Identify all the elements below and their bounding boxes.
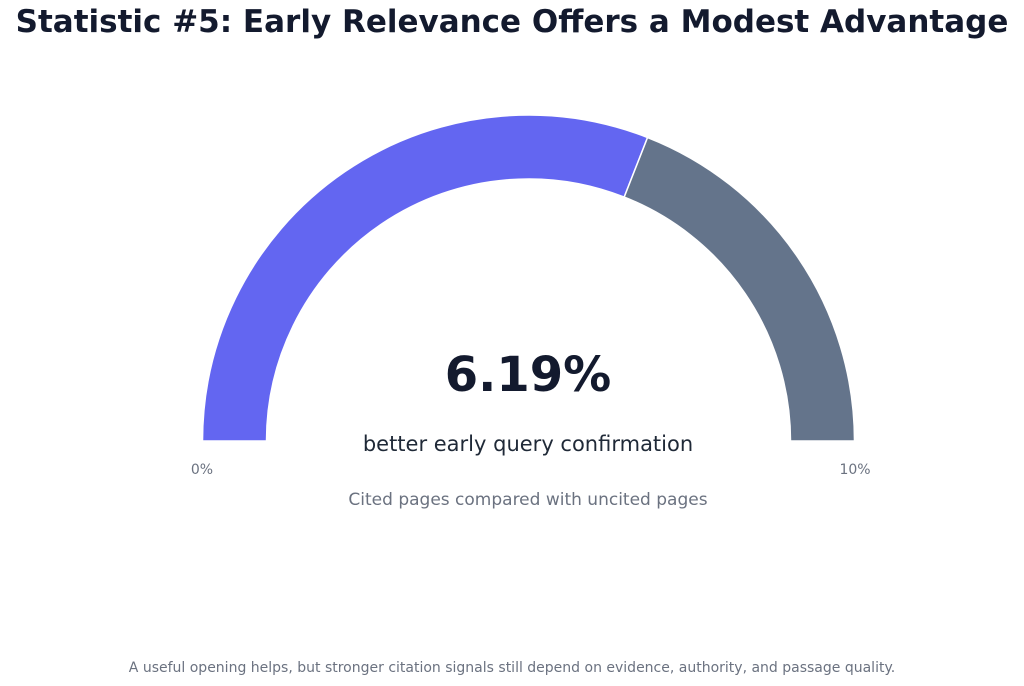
gauge-remainder-arc [623,136,856,442]
footer-note: A useful opening helps, but stronger cit… [128,660,896,676]
gauge-caption: better early query confirmation [363,432,693,456]
chart-title: Statistic #5: Early Relevance Offers a M… [15,4,1009,40]
gauge-value-label: 6.19% [445,347,612,403]
gauge-max-label: 10% [839,462,870,478]
gauge-subtitle: Cited pages compared with uncited pages [348,490,707,510]
gauge-min-label: 0% [191,462,213,478]
gauge-value-arc [201,114,649,442]
